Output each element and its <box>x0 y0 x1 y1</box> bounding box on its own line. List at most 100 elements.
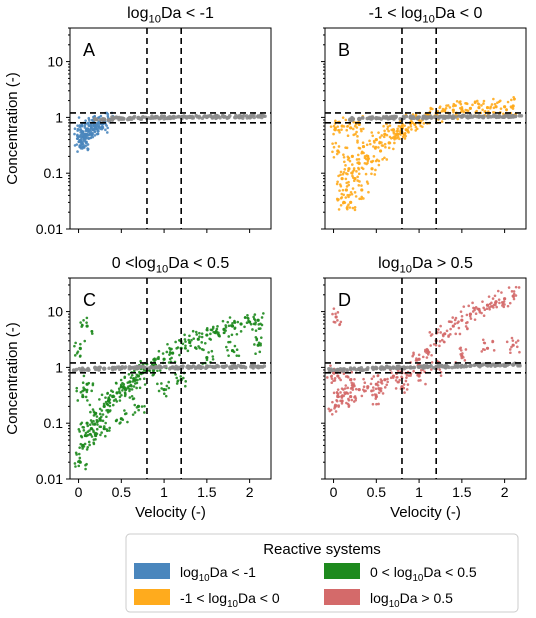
point-cloud-C-0 <box>123 412 127 416</box>
point-cloud-C-0 <box>135 373 139 377</box>
point-cloud-C-1 <box>127 365 132 369</box>
point-cloud-D-0 <box>458 332 462 336</box>
point-cloud-C-0 <box>148 369 151 373</box>
point-cloud-B-0 <box>506 100 510 104</box>
point-cloud-D-0 <box>430 361 434 364</box>
point-cloud-D-1 <box>385 364 389 369</box>
point-cloud-D-0 <box>400 375 403 379</box>
point-cloud-B-0 <box>357 166 360 170</box>
point-B-0-17 <box>387 141 391 145</box>
point-cloud-B-0 <box>414 129 418 132</box>
point-cloud-B-0 <box>339 173 342 177</box>
point-cloud-B-1 <box>487 114 492 118</box>
point-cloud-D-0 <box>346 386 350 390</box>
point-cloud-C-0 <box>184 384 187 388</box>
point-B-0-33 <box>494 105 498 109</box>
point-cloud-D-0 <box>457 326 461 330</box>
point-cloud-C-0 <box>133 411 137 414</box>
point-cloud-C-0 <box>211 358 215 361</box>
point-C-0-42 <box>256 343 260 347</box>
panel-title-rest: Da < 0 <box>435 5 483 22</box>
point-cloud-B-0 <box>347 180 350 184</box>
point-cloud-D-0 <box>481 338 485 342</box>
legend-label-1-rest: Da < 0 <box>238 590 280 606</box>
point-cloud-D-1 <box>447 365 451 370</box>
point-cloud-A-0 <box>87 124 91 127</box>
point-cloud-D-0 <box>406 383 410 386</box>
point-cloud-B-0 <box>511 107 515 110</box>
point-cloud-A-0 <box>106 126 109 130</box>
point-cloud-C-0 <box>95 432 99 436</box>
point-B-0-2 <box>340 177 344 181</box>
point-cloud-B-0 <box>438 105 442 108</box>
point-cloud-B-0 <box>348 206 352 209</box>
point-cloud-A-1 <box>174 115 178 119</box>
point-cloud-B-0 <box>378 136 382 139</box>
point-cloud-C-1 <box>262 364 267 368</box>
point-cloud-B-1 <box>470 115 475 119</box>
point-cloud-D-0 <box>453 322 457 326</box>
point-cloud-D-0 <box>421 355 425 359</box>
point-cloud-A-1 <box>122 116 126 121</box>
point-cloud-D-0 <box>445 329 449 333</box>
point-cloud-C-0 <box>95 415 99 418</box>
point-cloud-C-0 <box>237 354 241 358</box>
point-cloud-C-0 <box>243 325 246 329</box>
point-cloud-A-0 <box>80 129 84 133</box>
point-cloud-D-0 <box>493 294 497 298</box>
point-cloud-D-0 <box>412 369 415 373</box>
point-cloud-B-0 <box>473 100 477 103</box>
point-cloud-B-1 <box>348 118 353 123</box>
point-cloud-C-0 <box>77 452 81 456</box>
point-cloud-C-0 <box>239 330 243 333</box>
point-cloud-D-0 <box>377 391 381 395</box>
point-cloud-D-0 <box>482 314 486 318</box>
point-cloud-D-0 <box>391 376 395 379</box>
point-cloud-C-1 <box>174 364 178 369</box>
point-cloud-D-1 <box>459 365 463 369</box>
point-cloud-D-0 <box>412 351 415 355</box>
point-D-0-12 <box>417 357 421 361</box>
point-cloud-D-0 <box>439 374 443 377</box>
scatter-points <box>326 285 522 416</box>
point-cloud-D-1 <box>331 368 336 372</box>
point-cloud-B-0 <box>410 128 413 131</box>
point-B-0-28 <box>451 108 455 112</box>
point-cloud-A-1 <box>210 116 215 120</box>
point-cloud-B-1 <box>360 116 365 120</box>
point-cloud-D-0 <box>432 342 436 346</box>
point-cloud-C-0 <box>168 350 172 354</box>
point-cloud-C-0 <box>126 420 129 424</box>
point-cloud-C-0 <box>157 357 160 361</box>
point-cloud-C-0 <box>192 337 196 340</box>
point-cloud-C-1 <box>93 365 97 370</box>
point-cloud-B-0 <box>383 129 386 133</box>
point-cloud-D-0 <box>473 318 477 321</box>
point-cloud-D-0 <box>353 395 356 399</box>
point-cloud-B-0 <box>336 125 340 128</box>
point-cloud-B-1 <box>384 114 389 119</box>
point-cloud-B-0 <box>343 201 347 204</box>
point-cloud-B-0 <box>451 104 455 108</box>
point-cloud-B-0 <box>414 125 418 129</box>
point-cloud-D-1 <box>439 363 444 368</box>
point-cloud-D-0 <box>466 327 469 331</box>
point-cloud-B-0 <box>360 129 363 133</box>
point-cloud-C-0 <box>74 465 77 468</box>
xtick-label: 0 <box>330 484 338 500</box>
point-cloud-D-0 <box>471 301 474 305</box>
point-cloud-C-0 <box>81 324 84 327</box>
point-cloud-B-0 <box>331 150 334 154</box>
point-cloud-C-0 <box>104 396 107 399</box>
point-cloud-D-0 <box>333 403 337 407</box>
point-cloud-B-0 <box>332 155 336 159</box>
point-cloud-C-0 <box>132 397 136 400</box>
point-cloud-C-1 <box>140 364 144 369</box>
point-cloud-C-0 <box>123 409 126 412</box>
point-cloud-B-0 <box>351 127 355 131</box>
legend-title: Reactive systems <box>263 541 381 558</box>
point-cloud-A-1 <box>140 115 145 120</box>
point-cloud-C-0 <box>209 332 212 336</box>
point-cloud-A-1 <box>158 116 163 121</box>
